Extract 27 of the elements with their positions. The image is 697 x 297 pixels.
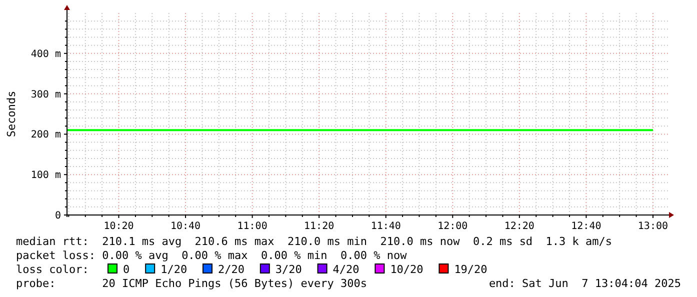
x-tick-label: 12:20 [504, 221, 534, 232]
legend-label: 3/20 [275, 263, 302, 276]
text: end: Sat Jun 7 13:04:04 2025 [488, 277, 681, 290]
legend-label: 0 [123, 263, 130, 276]
y-tick-label: 400 m [30, 48, 61, 60]
text: packet loss: 0.00 % avg 0.00 % max 0.00 % min 0.00 % now [16, 249, 408, 262]
legend-label: 1/20 [160, 263, 188, 276]
x-tick-label: 10:40 [170, 221, 201, 232]
y-tick-label: 300 m [30, 89, 61, 100]
x-tick-label: 11:20 [304, 221, 334, 232]
text: probe: 20 ICMP Echo Pings (56 Bytes) every 300s [16, 277, 367, 290]
x-tick-label: 13:00 [638, 221, 668, 232]
x-tick-label: 10:20 [104, 221, 134, 232]
legend-label: 4/20 [332, 263, 360, 276]
legend-label: 19/20 [454, 263, 488, 276]
legend-label: 2/20 [218, 263, 244, 276]
y-axis-title: Seconds [5, 90, 18, 138]
y-tick-label: 100 m [30, 170, 61, 182]
x-tick-label: 11:40 [370, 221, 401, 232]
x-tick-label: 11:00 [237, 221, 268, 232]
y-tick-label: 200 m [30, 130, 61, 141]
x-tick-label: 12:40 [571, 221, 602, 232]
x-tick-label: 12:00 [438, 221, 468, 232]
legend-label: 10/20 [390, 263, 424, 276]
y-tick-label: 0 [54, 210, 61, 222]
text: median rtt: 210.1 ms avg 210.6 ms max 210.0 ms min 210.0 ms now 0.2 ms sd 1.3 k am/s [16, 235, 612, 248]
legend-title: loss color: [16, 263, 89, 276]
